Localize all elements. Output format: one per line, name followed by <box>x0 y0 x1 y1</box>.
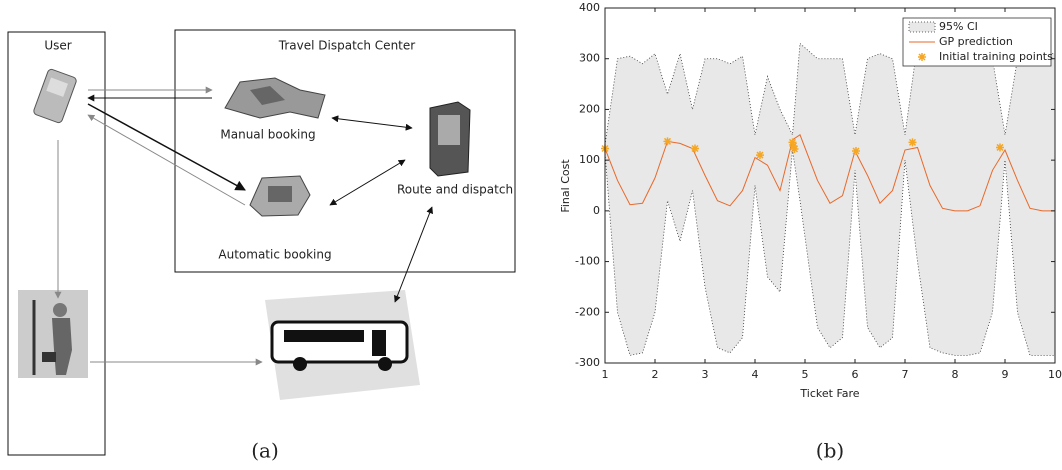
y-tick-label: -100 <box>575 255 600 268</box>
training-point <box>791 145 799 153</box>
x-tick-label: 7 <box>902 368 909 381</box>
legend: 95% CI GP prediction Initial training poin… <box>903 18 1053 66</box>
manual-booking-icon <box>225 78 325 118</box>
pedestrian-icon <box>18 290 88 378</box>
x-tick-label: 9 <box>1002 368 1009 381</box>
legend-swatch <box>918 53 926 61</box>
node-label: Automatic booking <box>218 248 331 262</box>
training-point <box>996 143 1004 151</box>
bus-icon <box>265 290 420 400</box>
y-tick-label: 200 <box>579 102 600 115</box>
figure: User Travel Dispatch Center Manual booki… <box>0 0 1062 470</box>
legend-label: 95% CI <box>939 20 978 33</box>
training-point <box>756 151 764 159</box>
x-tick-label: 3 <box>702 368 709 381</box>
x-tick-label: 8 <box>952 368 959 381</box>
y-tick-label: 100 <box>579 153 600 166</box>
computer-icon <box>430 102 470 176</box>
training-point <box>664 137 672 145</box>
y-tick-label: 300 <box>579 52 600 65</box>
y-axis-label: Final Cost <box>559 159 572 213</box>
automatic-booking-icon <box>250 176 310 216</box>
y-tick-label: -300 <box>575 356 600 369</box>
y-tick-label: 400 <box>579 1 600 14</box>
training-point <box>852 147 860 155</box>
training-point <box>909 138 917 146</box>
training-point <box>691 144 699 152</box>
panel-label: (a) <box>251 439 279 463</box>
x-tick-label: 1 <box>602 368 609 381</box>
legend-label: Initial training points <box>939 50 1053 63</box>
panel-label: (b) <box>816 439 844 463</box>
x-tick-label: 2 <box>652 368 659 381</box>
phone-icon <box>33 68 78 123</box>
center-title: Travel Dispatch Center <box>278 39 415 53</box>
node-label: Route and dispatch <box>397 183 513 197</box>
x-axis-label: Ticket Fare <box>799 387 859 400</box>
legend-swatch <box>909 22 935 32</box>
x-tick-label: 5 <box>802 368 809 381</box>
legend-label: GP prediction <box>939 35 1013 48</box>
node-label: Manual booking <box>220 128 315 142</box>
user-label: User <box>44 39 71 53</box>
x-tick-label: 10 <box>1048 368 1062 381</box>
diagram: User Travel Dispatch Center Manual booki… <box>8 30 515 455</box>
y-tick-label: -200 <box>575 305 600 318</box>
x-tick-label: 6 <box>852 368 859 381</box>
x-tick-label: 4 <box>752 368 759 381</box>
y-tick-label: 0 <box>593 204 600 217</box>
ci-band <box>605 44 1055 356</box>
